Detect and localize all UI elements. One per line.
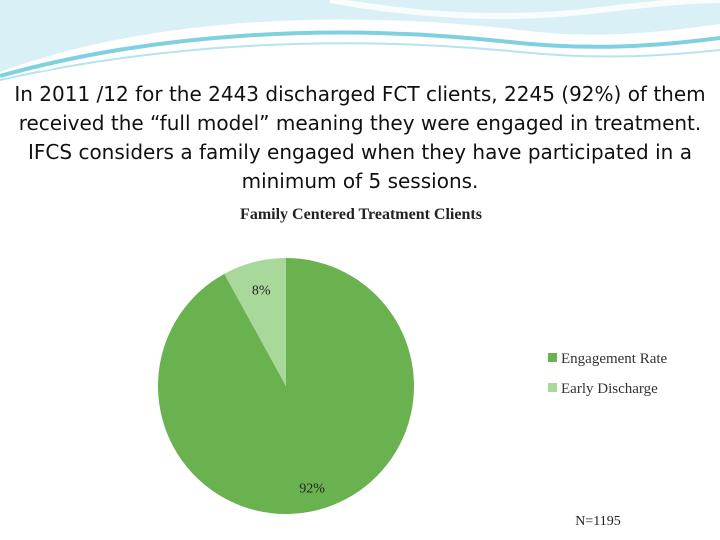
legend-swatch-early-discharge bbox=[548, 383, 557, 392]
data-label-engagement-rate: 92% bbox=[299, 482, 325, 497]
chart-title: Family Centered Treatment Clients bbox=[240, 206, 482, 223]
data-label-early-discharge: 8% bbox=[252, 283, 271, 298]
pie-slice-early-discharge bbox=[224, 258, 286, 386]
pie-slices bbox=[157, 258, 414, 514]
legend-label-engagement-rate: Engagement Rate bbox=[561, 351, 668, 367]
legend-swatch-engagement-rate bbox=[548, 353, 557, 362]
header-wave-decoration bbox=[0, 0, 720, 81]
legend-label-early-discharge: Early Discharge bbox=[561, 381, 658, 397]
pie-labels: 92% 8% bbox=[252, 283, 325, 496]
sample-size-note: N=1195 bbox=[575, 514, 621, 529]
slide-description: In 2011 /12 for the 2443 discharged FCT … bbox=[14, 82, 706, 193]
chart-legend: Engagement Rate Early Discharge bbox=[548, 351, 668, 397]
pie-slice-engagement-rate bbox=[157, 258, 414, 514]
